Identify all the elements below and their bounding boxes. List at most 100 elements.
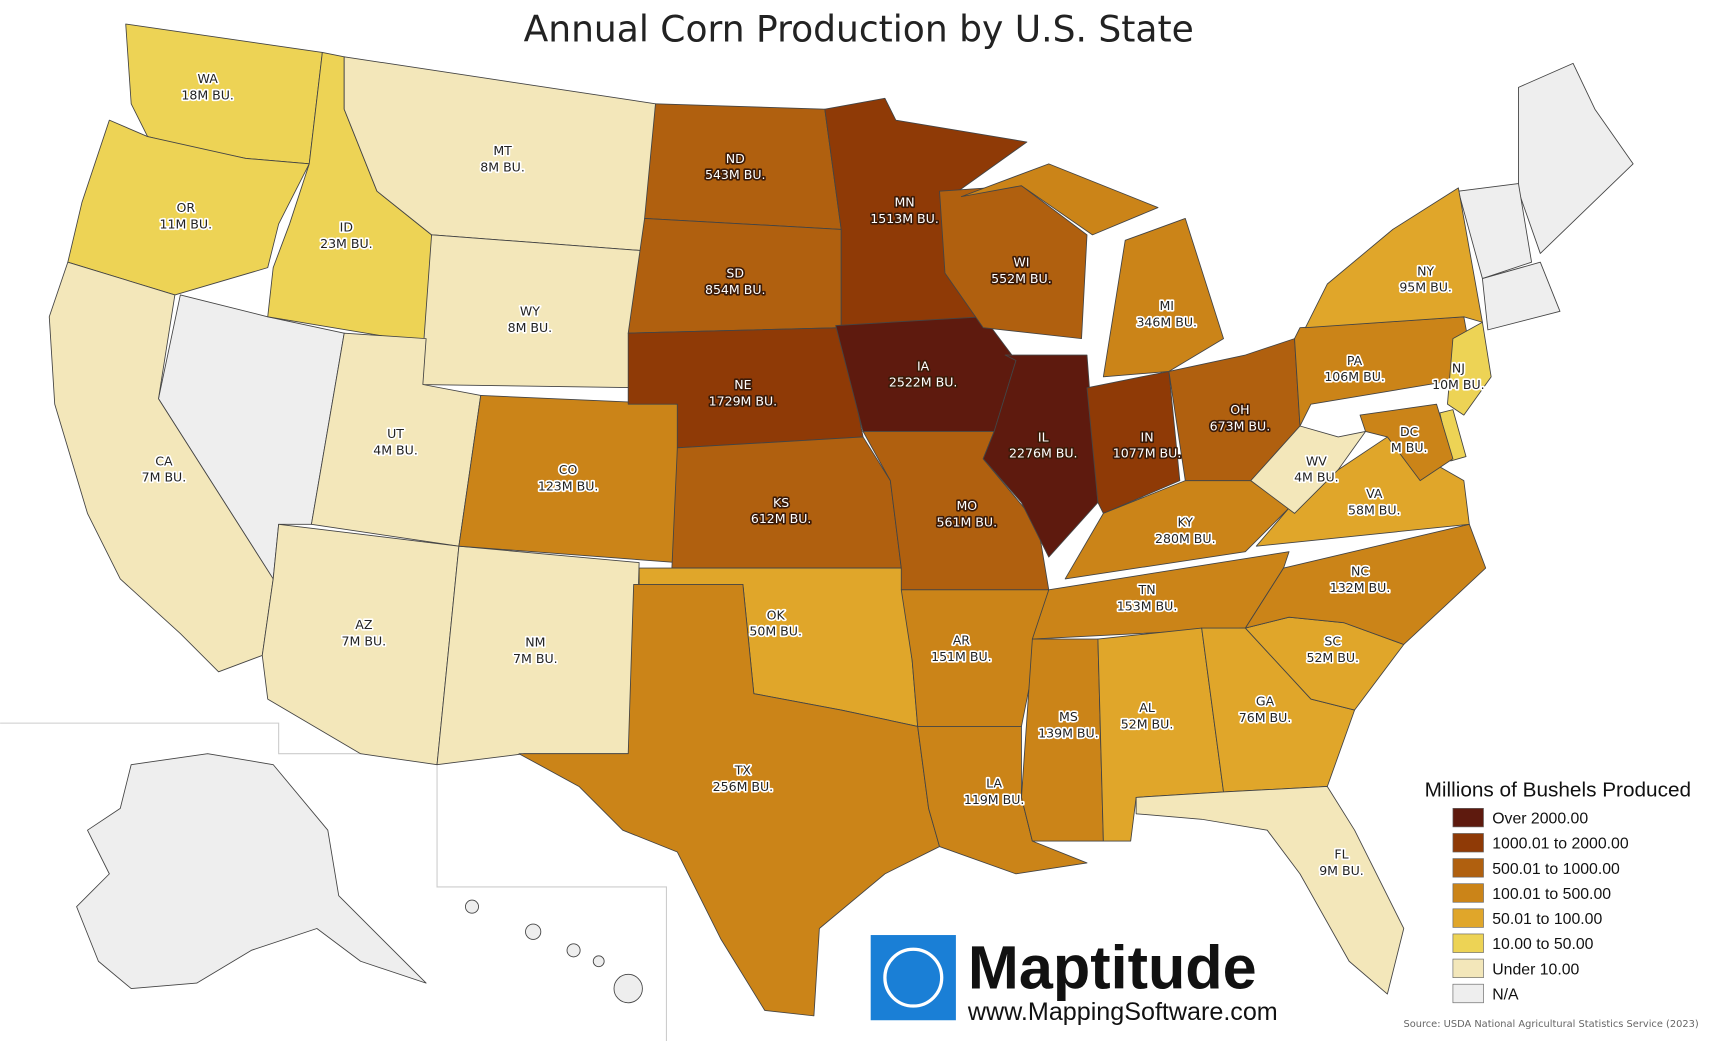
state [1021, 638, 1104, 842]
island [592, 955, 605, 968]
legend-swatch [1452, 883, 1484, 903]
state-abbr: MS [1059, 709, 1078, 724]
state-value: 23M BU. [320, 236, 373, 251]
state-abbr: AZ [355, 617, 373, 632]
logo-globe [883, 947, 944, 1008]
state-abbr: ND [726, 151, 745, 166]
island [613, 973, 643, 1004]
legend-label: 100.01 to 500.00 [1492, 886, 1611, 903]
state-value: 7M BU. [513, 651, 558, 666]
state [1135, 786, 1405, 995]
state-value: 256M BU. [713, 779, 774, 794]
logo: Maptitude www.MappingSoftware.com [870, 934, 1278, 1026]
legend-title: Millions of Bushels Produced [1425, 778, 1691, 801]
state-abbr: LA [986, 776, 1002, 791]
state-abbr: NM [525, 635, 545, 650]
state-abbr: FL [1334, 847, 1348, 862]
state-abbr: GA [1256, 694, 1275, 709]
state-abbr: WY [520, 304, 540, 319]
legend-swatch [1452, 908, 1484, 928]
state [518, 583, 940, 1017]
state-value: 139M BU. [1038, 725, 1099, 740]
brand: Maptitude [968, 934, 1257, 1002]
legend-swatch [1452, 933, 1484, 953]
state-value: 854M BU. [705, 282, 766, 297]
state-value: 119M BU. [964, 792, 1025, 807]
state-value: 543M BU. [705, 167, 766, 182]
state-abbr: IN [1141, 429, 1154, 444]
state-abbr: SD [726, 265, 744, 280]
state-abbr: KS [773, 495, 789, 510]
legend-swatch [1452, 808, 1484, 828]
state-value: 346M BU. [1136, 315, 1197, 330]
state-abbr: DC [1400, 424, 1419, 439]
source: Source: USDA National Agricultural Stati… [1403, 1019, 1698, 1030]
state-na [1457, 183, 1533, 279]
state-abbr: MI [1159, 298, 1174, 313]
states [48, 23, 1634, 1017]
state [1305, 187, 1483, 329]
island [465, 899, 479, 914]
state-value: 76M BU. [1239, 710, 1292, 725]
state-abbr: SC [1324, 634, 1341, 649]
state-abbr: UT [387, 426, 404, 441]
state-abbr: OH [1230, 402, 1249, 417]
state-value: 280M BU. [1155, 531, 1216, 546]
state-value: 11M BU. [160, 216, 213, 231]
state-value: 151M BU. [931, 649, 992, 664]
state-value: 58M BU. [1348, 502, 1401, 517]
state-value: 106M BU. [1324, 369, 1385, 384]
state-value: 1513M BU. [870, 211, 939, 226]
state-value: 4M BU. [373, 442, 418, 457]
state-abbr: MN [894, 194, 914, 209]
legend-label: Under 10.00 [1492, 961, 1579, 978]
state-abbr: ID [340, 220, 353, 235]
state-abbr: IL [1038, 429, 1049, 444]
state-value: 673M BU. [1210, 418, 1271, 433]
state-abbr: MT [493, 143, 512, 158]
state-value: 50M BU. [749, 624, 802, 639]
state-value: 18M BU. [181, 87, 234, 102]
state-abbr: TX [734, 762, 752, 777]
state-abbr: CA [155, 453, 173, 468]
state-abbr: AL [1139, 700, 1155, 715]
legend-swatch [1452, 833, 1484, 853]
state-abbr: WA [197, 71, 218, 86]
state [1359, 403, 1454, 482]
state-abbr: MO [956, 498, 977, 513]
legend-swatch [1452, 983, 1484, 1004]
state-value: 7M BU. [342, 634, 387, 649]
state-abbr: TN [1138, 582, 1156, 597]
state-value: 52M BU. [1306, 650, 1359, 665]
state-na [1481, 261, 1561, 331]
state-value: 1077M BU. [1113, 446, 1182, 461]
state-value: 2276M BU. [1009, 446, 1078, 461]
state-value: 123M BU. [538, 478, 599, 493]
state-value: 552M BU. [991, 271, 1052, 286]
state-abbr: OR [177, 200, 196, 215]
island [525, 923, 542, 940]
state-value: 612M BU. [751, 511, 812, 526]
state-abbr: VA [1366, 486, 1383, 501]
legend-label: 50.01 to 100.00 [1492, 911, 1602, 928]
state-value: 132M BU. [1330, 580, 1391, 595]
state-value: 1729M BU. [709, 393, 778, 408]
state-value: 561M BU. [937, 515, 998, 530]
state [1244, 523, 1487, 645]
state-value: 8M BU. [508, 320, 553, 335]
state-abbr: WI [1013, 255, 1029, 270]
state-na [76, 753, 427, 990]
state-abbr: AR [953, 632, 971, 647]
state-abbr: WV [1306, 453, 1327, 468]
state [1447, 321, 1492, 416]
state-abbr: PA [1347, 353, 1363, 368]
state [917, 725, 1088, 875]
state-na [1518, 62, 1634, 254]
state-abbr: CO [559, 462, 578, 477]
state-value: 9M BU. [1319, 863, 1364, 878]
state-value: 8M BU. [480, 159, 525, 174]
state-abbr: NY [1417, 263, 1434, 278]
legend-label: 10.00 to 50.00 [1492, 936, 1593, 953]
state-abbr: NE [734, 377, 751, 392]
